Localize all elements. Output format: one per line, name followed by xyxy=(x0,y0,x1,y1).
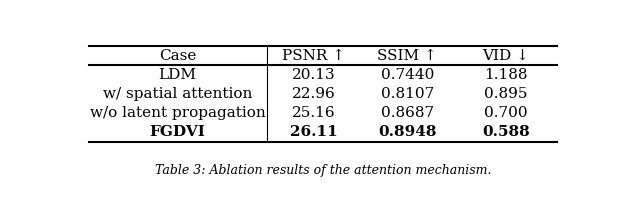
Text: 0.895: 0.895 xyxy=(484,87,527,101)
Text: 0.700: 0.700 xyxy=(484,106,527,120)
Text: 20.13: 20.13 xyxy=(292,68,335,82)
Text: LDM: LDM xyxy=(159,68,197,82)
Text: PSNR ↑: PSNR ↑ xyxy=(282,49,345,63)
Text: Table 3: Ablation results of the attention mechanism.: Table 3: Ablation results of the attenti… xyxy=(154,164,491,177)
Text: FGDVI: FGDVI xyxy=(150,125,205,139)
Text: 0.8687: 0.8687 xyxy=(381,106,434,120)
Text: 0.8107: 0.8107 xyxy=(381,87,434,101)
Text: 0.588: 0.588 xyxy=(482,125,530,139)
Text: w/ spatial attention: w/ spatial attention xyxy=(103,87,252,101)
Text: 1.188: 1.188 xyxy=(484,68,527,82)
Text: w/o latent propagation: w/o latent propagation xyxy=(89,106,265,120)
Text: 25.16: 25.16 xyxy=(292,106,335,120)
Text: 22.96: 22.96 xyxy=(292,87,335,101)
Text: Case: Case xyxy=(159,49,197,63)
Text: 26.11: 26.11 xyxy=(290,125,338,139)
Text: 0.8948: 0.8948 xyxy=(378,125,437,139)
Text: 0.7440: 0.7440 xyxy=(381,68,434,82)
Text: SSIM ↑: SSIM ↑ xyxy=(377,49,437,63)
Text: VID ↓: VID ↓ xyxy=(482,49,529,63)
